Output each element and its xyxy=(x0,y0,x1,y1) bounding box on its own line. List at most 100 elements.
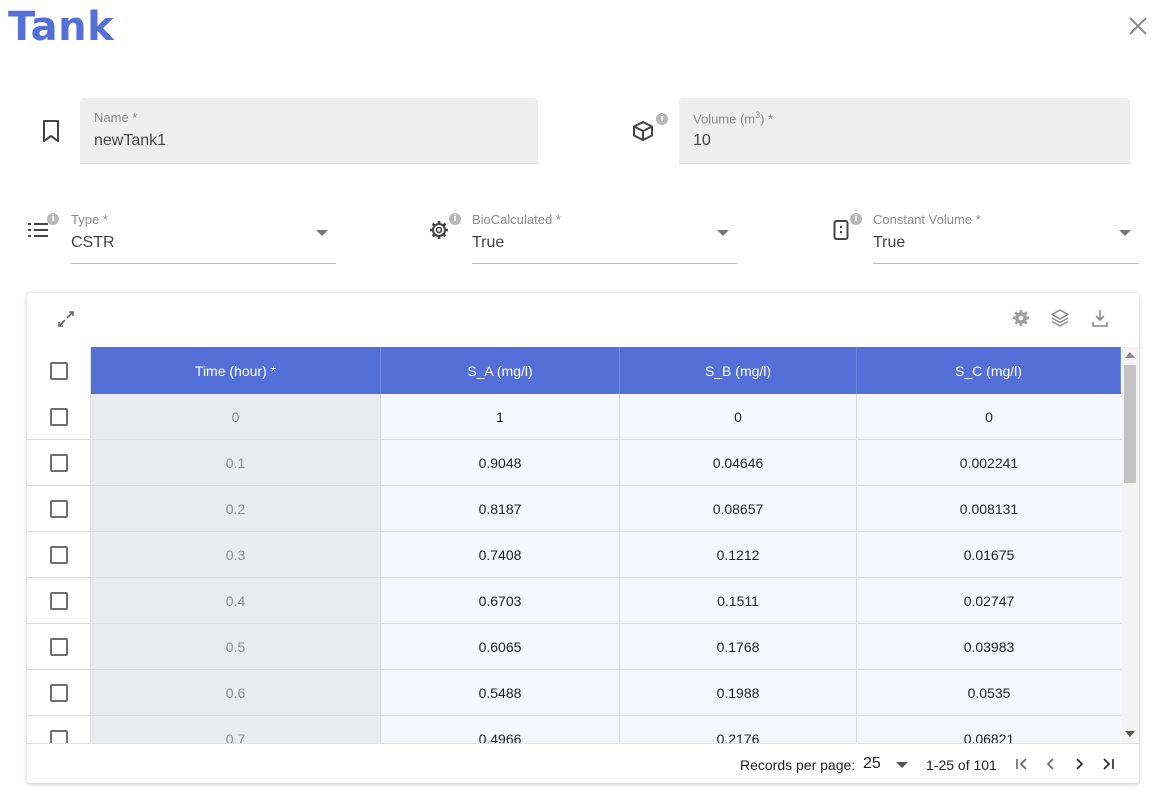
first-page-button[interactable] xyxy=(1012,754,1032,774)
row-checkbox[interactable] xyxy=(49,683,68,702)
close-button[interactable] xyxy=(1124,12,1152,40)
table-row: 0.3 0.7408 0.1212 0.01675 xyxy=(27,532,1121,578)
table-cell[interactable]: 0.1212 xyxy=(620,532,857,577)
previous-page-button[interactable] xyxy=(1041,754,1061,774)
chevron-down-icon[interactable] xyxy=(316,230,328,236)
table-cell[interactable]: 0.06821 xyxy=(857,716,1121,743)
row-checkbox[interactable] xyxy=(49,591,68,610)
row-checkbox[interactable] xyxy=(49,545,68,564)
table-row: 0.7 0.4966 0.2176 0.06821 xyxy=(27,716,1121,743)
table-cell[interactable]: 0.1 xyxy=(91,440,381,485)
chevron-down-icon[interactable] xyxy=(717,230,729,236)
table-cell[interactable]: 0.3 xyxy=(91,532,381,577)
expand-icon[interactable] xyxy=(55,308,77,330)
scroll-down-icon[interactable] xyxy=(1125,731,1135,737)
table-row: 0.1 0.9048 0.04646 0.002241 xyxy=(27,440,1121,486)
type-info-icon[interactable]: i xyxy=(47,213,59,225)
name-field-label: Name * xyxy=(94,110,138,125)
table-cell[interactable]: 0.04646 xyxy=(620,440,857,485)
pagination-bar: Records per page: 25 1-25 of 101 xyxy=(27,743,1139,783)
volume-field-label: Volume (m3) * xyxy=(693,110,774,127)
biocalculated-select-label: BioCalculated * xyxy=(472,212,561,227)
row-checkbox[interactable] xyxy=(49,499,68,518)
constant-volume-info-icon[interactable]: i xyxy=(850,213,862,225)
row-checkbox[interactable] xyxy=(49,453,68,472)
bio-info-icon[interactable]: i xyxy=(449,213,461,225)
bookmark-icon xyxy=(38,118,64,144)
table-row: 0.5 0.6065 0.1768 0.03983 xyxy=(27,624,1121,670)
table-cell[interactable]: 0.6 xyxy=(91,670,381,715)
table-cell[interactable]: 0.2176 xyxy=(620,716,857,743)
page-range-label: 1-25 of 101 xyxy=(926,757,997,773)
select-all-cell xyxy=(27,347,91,394)
column-header-time[interactable]: Time (hour) * xyxy=(91,347,381,394)
last-page-button[interactable] xyxy=(1098,754,1118,774)
column-header-s-c[interactable]: S_C (mg/l) xyxy=(857,347,1121,394)
table-cell[interactable]: 0.01675 xyxy=(857,532,1121,577)
type-select[interactable]: Type * CSTR xyxy=(71,212,336,264)
layers-icon[interactable] xyxy=(1049,307,1071,329)
table-cell[interactable]: 0.1768 xyxy=(620,624,857,669)
table-cell[interactable]: 0.7 xyxy=(91,716,381,743)
table-cell[interactable]: 0.1988 xyxy=(620,670,857,715)
table-cell[interactable]: 0.9048 xyxy=(381,440,620,485)
table-cell[interactable]: 0.5488 xyxy=(381,670,620,715)
table-cell[interactable]: 0.2 xyxy=(91,486,381,531)
constant-volume-select-label: Constant Volume * xyxy=(873,212,981,227)
column-header-s-a[interactable]: S_A (mg/l) xyxy=(381,347,620,394)
first-page-icon xyxy=(1016,758,1027,770)
table-cell[interactable]: 1 xyxy=(381,394,620,439)
chevron-right-icon xyxy=(1076,758,1084,770)
table-cell[interactable]: 0 xyxy=(91,394,381,439)
volume-field[interactable]: Volume (m3) * 10 xyxy=(679,98,1130,164)
name-field[interactable]: Name * newTank1 xyxy=(80,98,538,164)
table-cell[interactable]: 0.0535 xyxy=(857,670,1121,715)
row-checkbox[interactable] xyxy=(49,729,68,743)
table-cell[interactable]: 0.002241 xyxy=(857,440,1121,485)
table-cell[interactable]: 0.4966 xyxy=(381,716,620,743)
chevron-down-icon[interactable] xyxy=(1119,230,1131,236)
biocalculated-select[interactable]: BioCalculated * True xyxy=(472,212,737,264)
cube-icon xyxy=(630,118,656,144)
last-page-icon xyxy=(1103,758,1114,770)
select-all-checkbox[interactable] xyxy=(49,361,68,380)
table-cell[interactable]: 0.4 xyxy=(91,578,381,623)
table-row: 0 1 0 0 xyxy=(27,394,1121,440)
row-checkbox[interactable] xyxy=(49,407,68,426)
volume-info-icon[interactable]: i xyxy=(656,113,668,125)
table-cell[interactable]: 0.5 xyxy=(91,624,381,669)
gear-icon xyxy=(427,219,451,241)
table-cell[interactable]: 0.1511 xyxy=(620,578,857,623)
chevron-left-icon xyxy=(1046,758,1054,770)
table-cell[interactable]: 0 xyxy=(857,394,1121,439)
table-row: 0.6 0.5488 0.1988 0.0535 xyxy=(27,670,1121,716)
table-cell[interactable]: 0.6065 xyxy=(381,624,620,669)
type-select-value: CSTR xyxy=(71,234,115,251)
download-icon[interactable] xyxy=(1089,307,1111,329)
next-page-button[interactable] xyxy=(1069,754,1089,774)
scrollbar-thumb[interactable] xyxy=(1124,365,1136,483)
table-cell[interactable]: 0.08657 xyxy=(620,486,857,531)
biocalculated-select-value: True xyxy=(472,234,505,251)
header-row: Time (hour) * S_A (mg/l) S_B (mg/l) S_C … xyxy=(27,347,1121,394)
table-cell[interactable]: 0.7408 xyxy=(381,532,620,577)
chevron-down-icon[interactable] xyxy=(896,762,908,768)
constant-volume-select[interactable]: Constant Volume * True xyxy=(873,212,1139,264)
table-cell[interactable]: 0 xyxy=(620,394,857,439)
list-icon xyxy=(26,220,50,240)
column-header-s-b[interactable]: S_B (mg/l) xyxy=(620,347,857,394)
table-cell[interactable]: 0.6703 xyxy=(381,578,620,623)
table-cell[interactable]: 0.008131 xyxy=(857,486,1121,531)
volume-field-value[interactable]: 10 xyxy=(693,132,711,149)
table-cell[interactable]: 0.03983 xyxy=(857,624,1121,669)
data-table-card: Time (hour) * S_A (mg/l) S_B (mg/l) S_C … xyxy=(27,293,1139,783)
vertical-scrollbar[interactable] xyxy=(1121,347,1139,743)
name-field-value[interactable]: newTank1 xyxy=(94,132,167,149)
scroll-up-icon[interactable] xyxy=(1125,352,1135,358)
table-cell[interactable]: 0.8187 xyxy=(381,486,620,531)
settings-icon[interactable] xyxy=(1010,307,1032,329)
row-checkbox[interactable] xyxy=(49,637,68,656)
table-cell[interactable]: 0.02747 xyxy=(857,578,1121,623)
records-per-page-select[interactable]: 25 xyxy=(863,755,881,772)
close-icon xyxy=(1129,17,1147,35)
